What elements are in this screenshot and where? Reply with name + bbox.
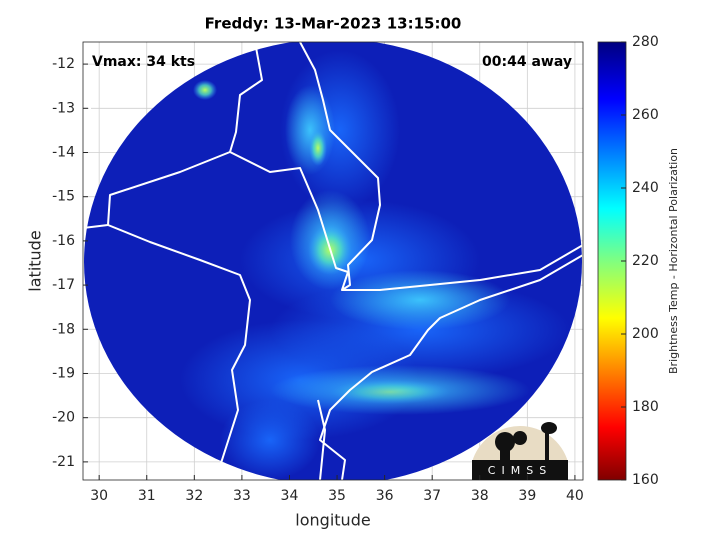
annotation: 00:44 away xyxy=(482,54,572,70)
x-tick-label: 33 xyxy=(233,488,251,504)
y-tick-label: -12 xyxy=(52,56,75,72)
x-axis-label: longitude xyxy=(295,511,370,530)
satellite-image xyxy=(83,42,583,480)
colorbar-tick-label: 220 xyxy=(632,253,659,269)
y-tick-label: -20 xyxy=(52,410,75,426)
x-tick-label: 30 xyxy=(90,488,108,504)
x-tick-label: 40 xyxy=(566,488,584,504)
y-tick-label: -19 xyxy=(52,365,75,381)
colorbar-tick-label: 260 xyxy=(632,107,659,123)
y-tick-label: -13 xyxy=(52,100,75,116)
colorbar-tick-label: 160 xyxy=(632,472,659,488)
x-tick-label: 32 xyxy=(185,488,203,504)
colorbar-tick-label: 280 xyxy=(632,34,659,50)
logo-text: CIMSS xyxy=(488,464,552,477)
x-tick-label: 36 xyxy=(376,488,394,504)
chart-title: Freddy: 13-Mar-2023 13:15:00 xyxy=(205,15,462,33)
colorbar-label: Brightness Temp - Horizontal Polarizatio… xyxy=(667,148,680,374)
x-tick-label: 37 xyxy=(423,488,441,504)
y-tick-label: -14 xyxy=(52,144,75,160)
x-tick-label: 39 xyxy=(518,488,536,504)
y-axis-label: latitude xyxy=(26,230,45,291)
colorbar-tick-label: 180 xyxy=(632,399,659,415)
x-tick-label: 38 xyxy=(471,488,489,504)
y-tick-label: -17 xyxy=(52,277,75,293)
x-tick-label: 34 xyxy=(281,488,299,504)
y-tick-label: -15 xyxy=(52,189,75,205)
colorbar-tick-label: 200 xyxy=(632,326,659,342)
x-tick-label: 31 xyxy=(138,488,156,504)
y-tick-label: -16 xyxy=(52,233,75,249)
logo: CIMSS xyxy=(472,422,568,480)
y-tick-label: -18 xyxy=(52,321,75,337)
x-tick-label: 35 xyxy=(328,488,346,504)
plot-frame xyxy=(82,41,584,481)
colorbar-tick-label: 240 xyxy=(632,180,659,196)
annotation: Vmax: 34 kts xyxy=(92,54,195,70)
y-tick-label: -21 xyxy=(52,454,75,470)
